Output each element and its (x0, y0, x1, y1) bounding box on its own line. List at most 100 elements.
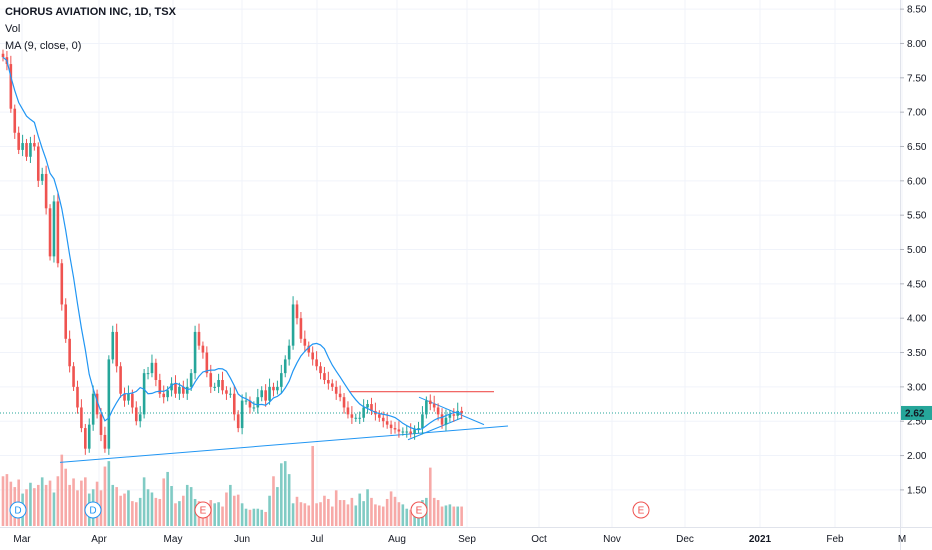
candle-body (280, 373, 283, 387)
volume-bar (460, 506, 463, 526)
volume-bar (280, 463, 283, 526)
candle-body (131, 393, 134, 408)
candle-body (178, 386, 181, 394)
candle-body (80, 407, 83, 429)
candle-body (417, 428, 420, 430)
candle-body (189, 373, 193, 387)
volume-bar (436, 500, 440, 526)
candle-body (327, 380, 330, 384)
volume-indicator-label[interactable]: Vol (5, 23, 21, 35)
chart-legend: CHORUS AVIATION INC, 1D, TSX Vol MA (9, … (5, 4, 176, 55)
price-axis-label: 8.50 (907, 5, 927, 16)
dividend-event-marker[interactable] (9, 501, 27, 519)
candle-body (205, 352, 209, 374)
earnings-event-marker[interactable] (410, 501, 428, 519)
candle-body (311, 352, 314, 360)
volume-bar (225, 492, 228, 526)
support-trendline[interactable] (59, 425, 509, 463)
candle-body (378, 414, 381, 418)
candle-body (87, 424, 91, 449)
time-axis-label: Sep (458, 534, 476, 545)
earnings-event-marker[interactable] (194, 501, 212, 519)
volume-bar (123, 493, 126, 526)
candle-body (134, 407, 138, 422)
price-axis-label: 5.00 (907, 245, 927, 256)
volume-bar (303, 503, 307, 526)
volume-bar (260, 509, 264, 526)
last-price-label: 2.62 (905, 408, 925, 419)
volume-bar (232, 495, 236, 526)
volume-bar (283, 461, 287, 526)
candle-body (358, 417, 362, 419)
candle-body (170, 383, 173, 391)
volume-bar (248, 509, 252, 526)
price-axis-label: 1.50 (907, 485, 927, 496)
candle-body (405, 431, 409, 433)
volume-bar (327, 498, 330, 526)
candle-body (283, 359, 287, 374)
volume-bar (84, 477, 87, 526)
candle-body (29, 143, 32, 157)
volume-bar (378, 505, 381, 526)
candle-body (127, 393, 130, 401)
candle-body (276, 386, 279, 391)
volume-bar (448, 504, 452, 526)
price-axis-label: 3.50 (907, 348, 927, 359)
candle-body (9, 64, 13, 109)
candle-body (213, 386, 216, 388)
candle-body (225, 390, 228, 394)
dividend-event-marker[interactable] (84, 501, 102, 519)
symbol-title[interactable]: CHORUS AVIATION INC, 1D, TSX (5, 6, 176, 18)
candle-body (334, 386, 338, 394)
volume-bar (146, 489, 150, 526)
candle-body (256, 397, 260, 408)
price-axis-label: 3.00 (907, 382, 927, 393)
candle-body (401, 431, 405, 433)
time-axis-label: Feb (826, 534, 844, 545)
dividend-event-letter: D (89, 506, 96, 517)
candle-body (33, 143, 36, 147)
moving-average-indicator-label[interactable]: MA (9, close, 0) (5, 40, 82, 52)
volume-bar (138, 497, 142, 526)
candle-body (260, 390, 264, 398)
volume-bar (456, 506, 460, 526)
candle-body (248, 400, 252, 408)
candle-body (142, 373, 146, 415)
volume-bar (397, 502, 401, 526)
candle-body (162, 393, 166, 398)
volume-bar (291, 503, 295, 526)
candle-body (323, 373, 326, 380)
volume-bar (127, 490, 130, 526)
volume-bar (252, 508, 256, 526)
volume-bar (40, 477, 44, 526)
volume-bar (342, 500, 346, 526)
candle-body (295, 304, 299, 319)
earnings-event-marker[interactable] (632, 501, 650, 519)
candle-body (154, 362, 158, 380)
volume-bar (131, 501, 134, 526)
price-axis-label: 6.00 (907, 176, 927, 187)
volume-bar (440, 506, 444, 526)
volume-bar (244, 508, 248, 526)
volume-bar (182, 495, 185, 526)
candle-body (444, 417, 448, 425)
candle-body (44, 173, 48, 209)
candle-body (17, 132, 20, 150)
candle-body (40, 173, 44, 181)
candle-body (448, 414, 452, 418)
volume-bar (405, 508, 409, 526)
time-axis-label: Apr (91, 534, 107, 545)
candle-body (1, 53, 5, 58)
price-axis-label: 7.00 (907, 108, 927, 119)
candle-body (385, 421, 389, 425)
candle-body (346, 407, 350, 415)
volume-bar (48, 480, 52, 526)
candle-body (209, 373, 213, 387)
time-axis-label: Aug (388, 534, 406, 545)
candle-body (303, 338, 307, 346)
triangle-lower-line[interactable] (407, 417, 463, 441)
candle-body (99, 414, 103, 435)
last-price-badge (901, 405, 932, 420)
